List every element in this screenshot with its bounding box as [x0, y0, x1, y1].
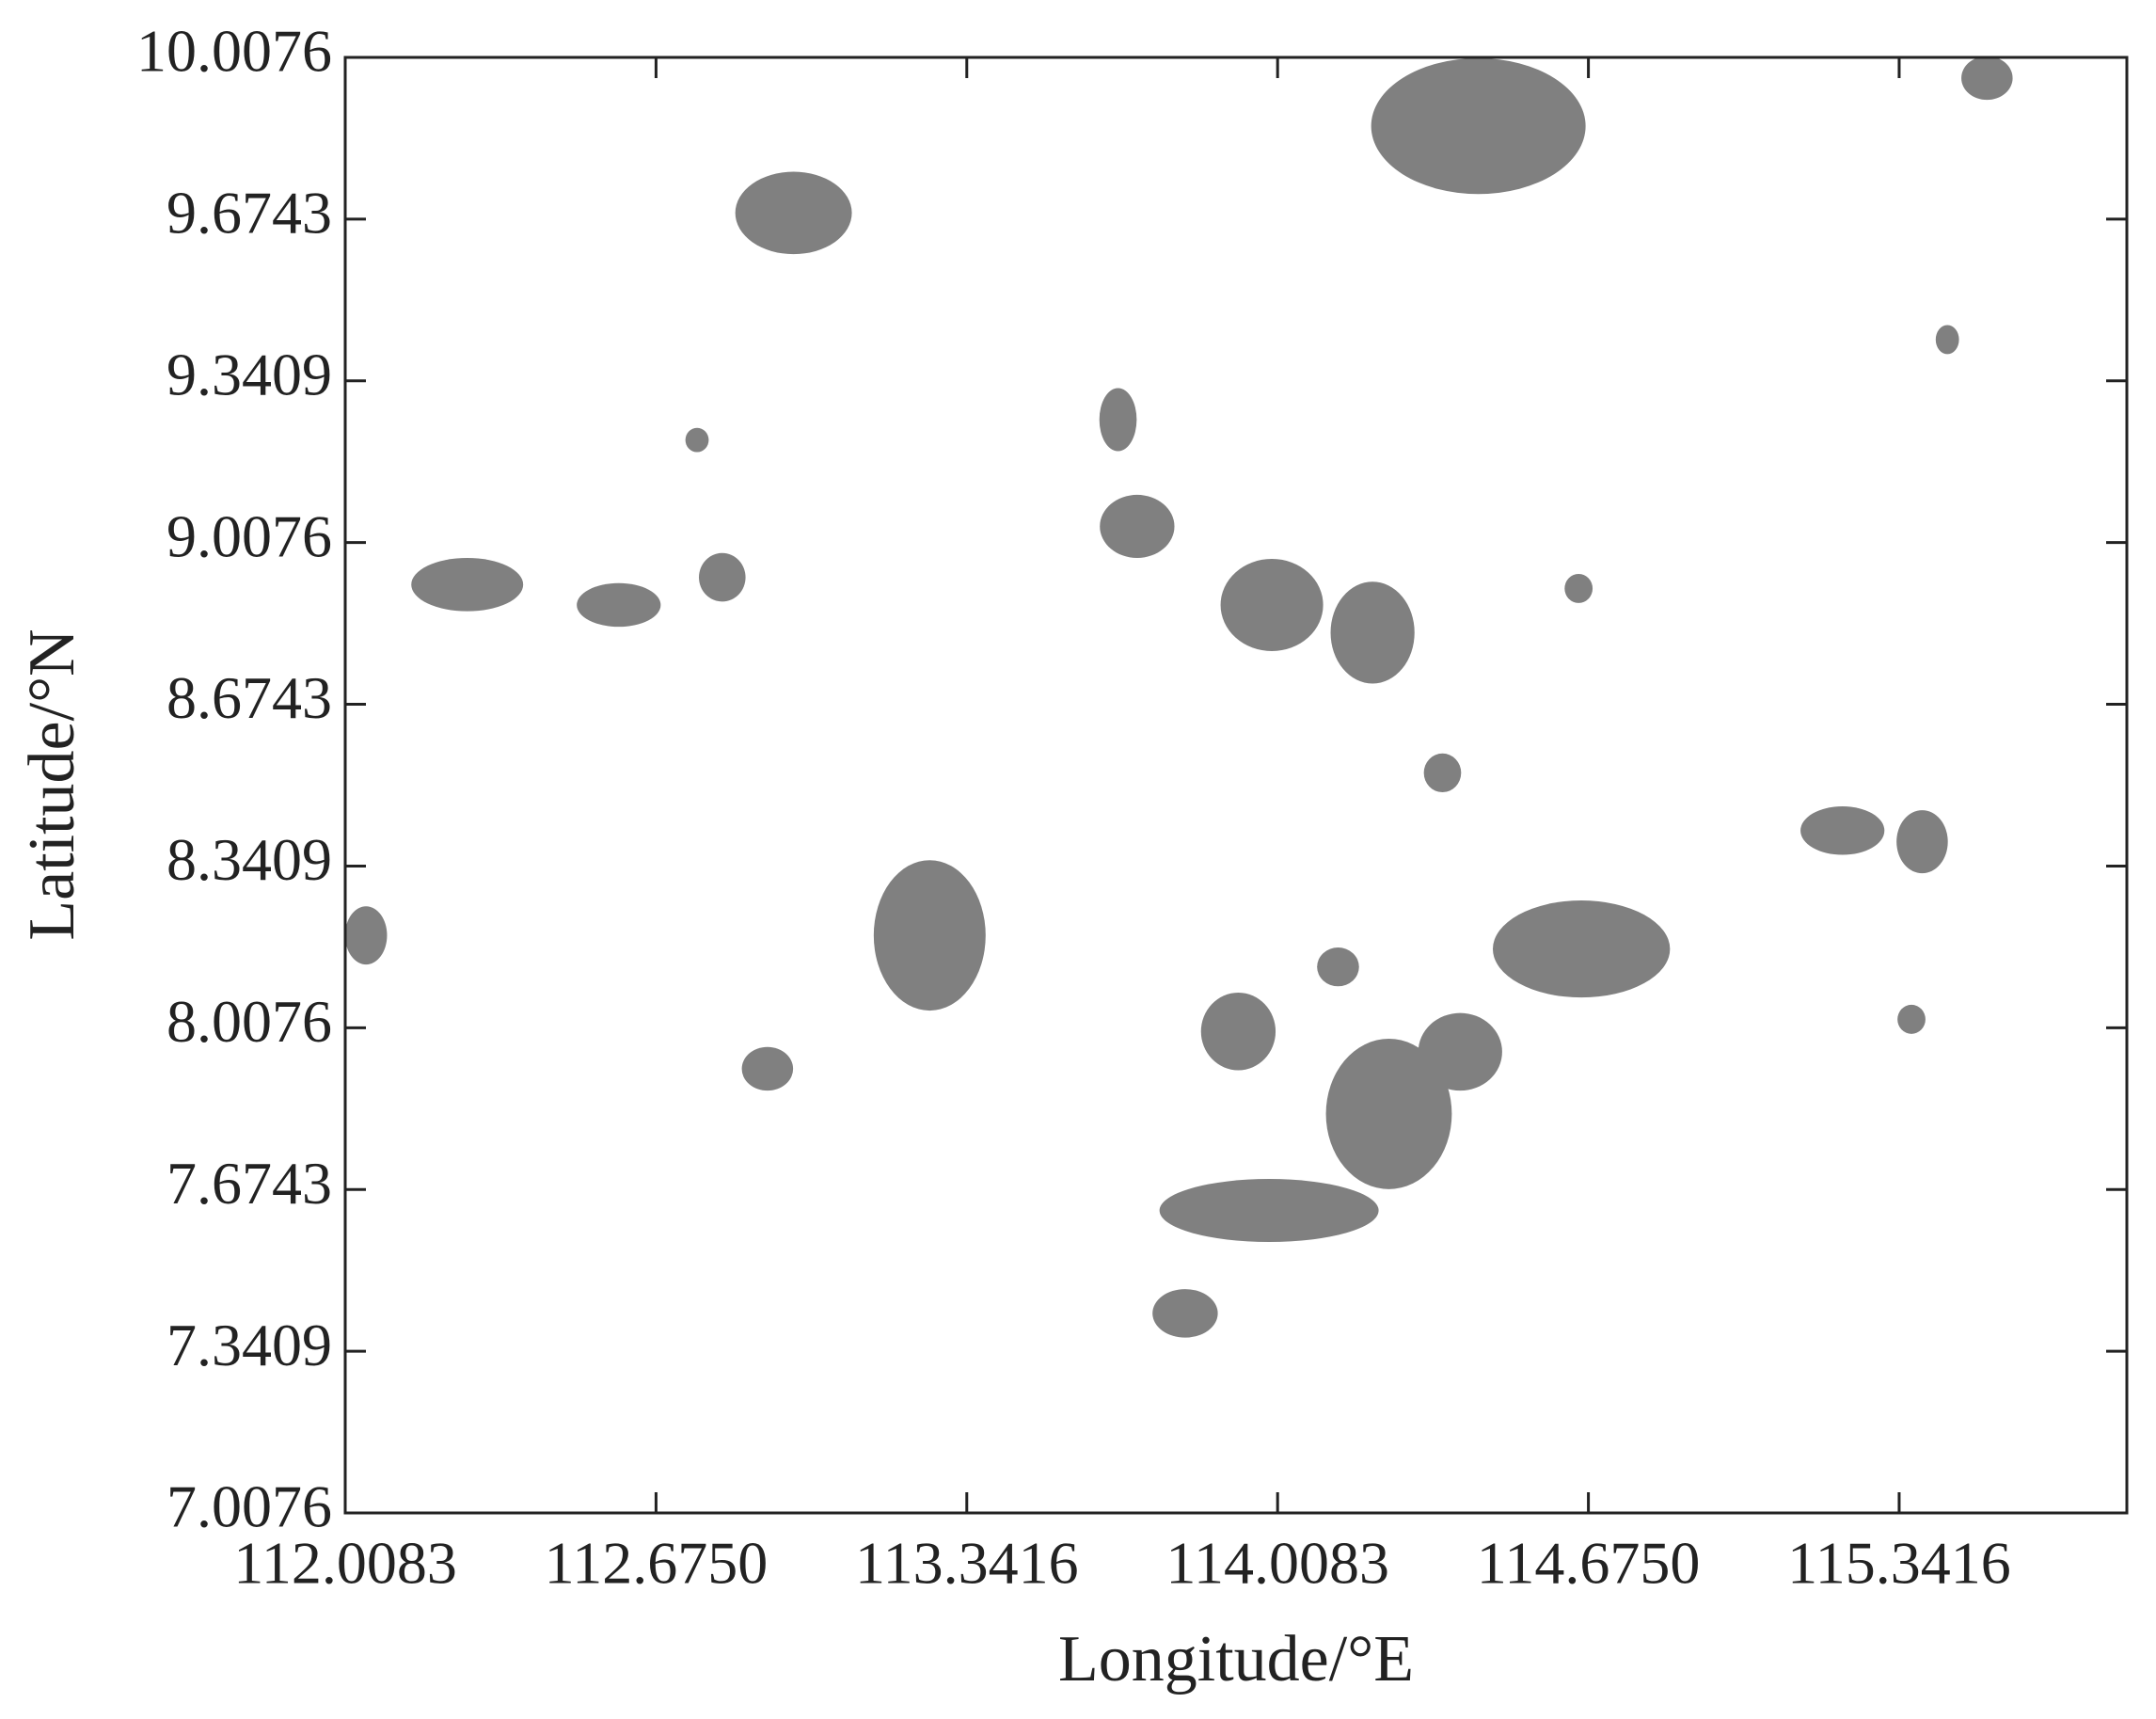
region: [735, 171, 852, 255]
y-tick-label: 7.0076: [166, 1473, 332, 1540]
region: [1897, 1004, 1926, 1034]
x-tick-label: 112.6750: [545, 1530, 769, 1597]
region: [345, 906, 388, 965]
y-tick-label: 9.3409: [166, 341, 332, 407]
x-tick-label: 114.0083: [1165, 1530, 1389, 1597]
x-tick-label: 113.3416: [855, 1530, 1079, 1597]
region: [1896, 810, 1948, 874]
region: [1564, 573, 1593, 603]
region: [699, 552, 746, 602]
x-tick-label: 115.3416: [1787, 1530, 2011, 1597]
y-tick-label: 8.0076: [166, 988, 332, 1055]
x-tick-label: 114.6750: [1477, 1530, 1701, 1597]
region: [685, 427, 709, 453]
x-tick-label: 112.0083: [233, 1530, 457, 1597]
region: [1317, 947, 1359, 987]
y-tick-label: 8.6743: [166, 664, 332, 731]
y-tick-label: 10.0076: [136, 18, 332, 85]
y-tick-label: 9.0076: [166, 502, 332, 569]
plot-frame: [343, 56, 2129, 1515]
region: [1099, 388, 1137, 452]
region: [411, 557, 524, 612]
region: [1152, 1289, 1218, 1338]
region: [873, 860, 986, 1011]
region: [741, 1046, 794, 1091]
region: [1159, 1179, 1379, 1243]
y-tick-label: 9.6743: [166, 180, 332, 247]
region: [1800, 805, 1885, 855]
y-tick-label: 8.3409: [166, 826, 332, 893]
region: [577, 582, 661, 628]
region: [1423, 753, 1462, 793]
region: [1371, 57, 1586, 195]
region: [1961, 57, 2013, 101]
region: [1330, 581, 1415, 684]
y-tick-label: 7.3409: [166, 1312, 332, 1378]
y-axis-label: Latitude/°N: [16, 629, 88, 940]
x-axis-label: Longitude/°E: [1058, 1623, 1414, 1695]
region: [1935, 325, 1959, 355]
region: [1325, 1038, 1452, 1189]
region: [1200, 992, 1276, 1071]
region: [1492, 900, 1671, 998]
region: [1220, 558, 1324, 651]
region: [1100, 494, 1175, 558]
regions: [345, 57, 2013, 1338]
y-tick-label: 7.6743: [166, 1150, 332, 1217]
